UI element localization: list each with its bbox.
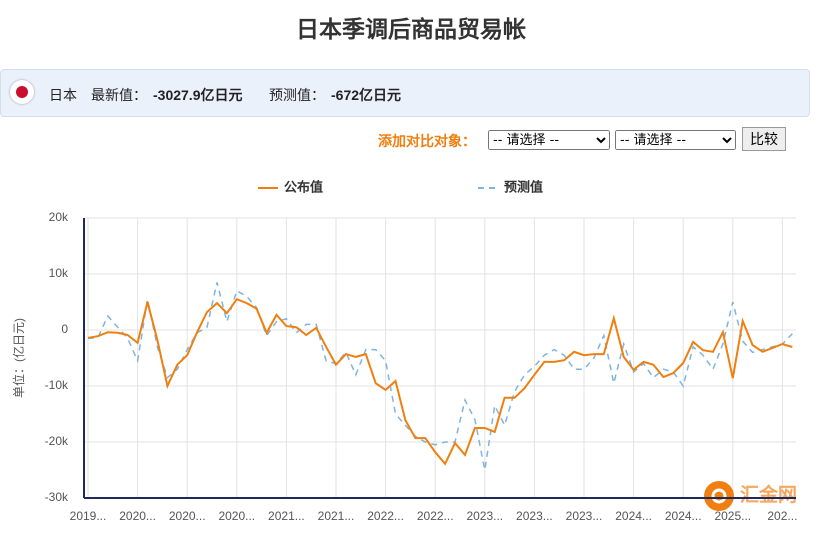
- x-tick-label: 2023...: [466, 509, 503, 523]
- select[interactable]: -- 请选择 --: [488, 130, 610, 150]
- x-tick-label: 2024...: [665, 509, 702, 523]
- forecast-label: 预测值：: [269, 87, 325, 103]
- x-tick-label: 2024...: [615, 509, 652, 523]
- compare-button[interactable]: 比较: [742, 127, 786, 151]
- select[interactable]: -- 请选择 --: [615, 130, 736, 150]
- x-tick-label: 2025...: [714, 509, 751, 523]
- x-tick-label: 2020...: [218, 509, 255, 523]
- x-tick-label: 2022...: [417, 509, 454, 523]
- x-tick-label: 2022...: [367, 509, 404, 523]
- compare-label: 添加对比对象：: [378, 133, 476, 149]
- watermark: 汇金网: [740, 483, 797, 506]
- x-tick-label: 2020...: [169, 509, 206, 523]
- y-tick-label: 20k: [49, 210, 69, 224]
- x-tick-label: 2023...: [566, 509, 603, 523]
- forecast-value: -672亿日元: [331, 87, 402, 103]
- x-tick-label: 2021...: [318, 509, 355, 523]
- y-tick-label: 0: [61, 322, 68, 336]
- latest-label: 最新值：: [91, 87, 147, 103]
- page-title: 日本季调后商品贸易帐: [296, 16, 526, 42]
- legend-label: 预测值: [504, 179, 543, 194]
- latest-value: -3027.9亿日元: [153, 87, 243, 103]
- info-bar: 日本 最新值： -3027.9亿日元 预测值： -672亿日元: [0, 69, 810, 117]
- x-tick-label: 2020...: [119, 509, 156, 523]
- y-tick-label: -20k: [45, 434, 69, 448]
- watermark-logo: [704, 481, 734, 511]
- x-tick-label: 2023...: [516, 509, 553, 523]
- x-tick-label: 202...: [767, 509, 797, 523]
- y-tick-label: 10k: [49, 266, 69, 280]
- flag: [10, 80, 34, 104]
- series-line: [87, 282, 793, 471]
- watermark-logo: [711, 488, 727, 504]
- y-axis-label: 单位：(亿日元): [11, 318, 26, 398]
- country: 日本: [49, 87, 77, 103]
- x-tick-label: 2021...: [268, 509, 305, 523]
- series-line: [87, 297, 793, 466]
- y-tick-label: -30k: [45, 490, 69, 504]
- x-tick-label: 2019...: [70, 509, 107, 523]
- legend-label: 公布值: [284, 179, 323, 194]
- y-tick-label: -10k: [45, 378, 69, 392]
